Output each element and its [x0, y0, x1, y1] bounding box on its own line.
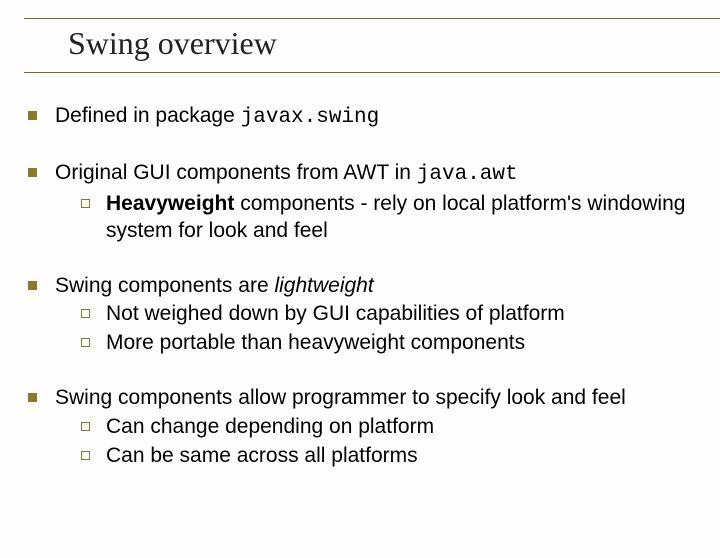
open-square-bullet-icon	[81, 422, 90, 431]
slide-title: Swing overview	[68, 25, 720, 62]
square-bullet-icon	[28, 111, 37, 120]
slide-content: Defined in package javax.swing Original G…	[0, 73, 720, 470]
italic-text: lightweight	[274, 274, 373, 297]
sub-bullet-item: Heavyweight components - rely on local p…	[81, 191, 704, 245]
sub-bullet-text: Can change depending on platform	[106, 414, 704, 441]
title-bar: Swing overview	[24, 18, 720, 73]
bullet-text: Original GUI components from AWT in java…	[55, 160, 704, 189]
text: Defined in package	[55, 104, 241, 127]
square-bullet-icon	[28, 168, 37, 177]
bullet-item: Swing components are lightweightNot weig…	[28, 273, 704, 358]
bullet-body: Original GUI components from AWT in java…	[55, 160, 704, 245]
text: Swing components are	[55, 274, 274, 297]
open-square-bullet-icon	[81, 338, 90, 347]
open-square-bullet-icon	[81, 309, 90, 318]
code-text: java.awt	[417, 163, 518, 186]
code-text: javax.swing	[241, 106, 380, 129]
sub-bullet-text: More portable than heavyweight component…	[106, 330, 704, 357]
bullet-body: Swing components allow programmer to spe…	[55, 385, 704, 470]
open-square-bullet-icon	[81, 199, 90, 208]
text: Can change depending on platform	[106, 415, 434, 438]
bullet-body: Defined in package javax.swing	[55, 103, 704, 132]
text: Not weighed down by GUI capabilities of …	[106, 302, 565, 325]
sub-bullet-text: Can be same across all platforms	[106, 443, 704, 470]
sub-bullet-text: Heavyweight components - rely on local p…	[106, 191, 704, 245]
sub-bullet-text: Not weighed down by GUI capabilities of …	[106, 301, 704, 328]
square-bullet-icon	[28, 393, 37, 402]
text: Can be same across all platforms	[106, 444, 418, 467]
bullet-text: Defined in package javax.swing	[55, 103, 704, 132]
bullet-text: Swing components are lightweight	[55, 273, 704, 300]
square-bullet-icon	[28, 281, 37, 290]
text: More portable than heavyweight component…	[106, 331, 525, 354]
text: Original GUI components from AWT in	[55, 161, 417, 184]
sub-bullet-item: More portable than heavyweight component…	[81, 330, 704, 357]
bullet-body: Swing components are lightweightNot weig…	[55, 273, 704, 358]
bullet-item: Original GUI components from AWT in java…	[28, 160, 704, 245]
bullet-text: Swing components allow programmer to spe…	[55, 385, 704, 412]
bold-text: Heavyweight	[106, 192, 234, 215]
bullet-item: Swing components allow programmer to spe…	[28, 385, 704, 470]
text: Swing components allow programmer to spe…	[55, 386, 626, 409]
bullet-item: Defined in package javax.swing	[28, 103, 704, 132]
sub-bullet-item: Can change depending on platform	[81, 414, 704, 441]
sub-bullet-item: Not weighed down by GUI capabilities of …	[81, 301, 704, 328]
open-square-bullet-icon	[81, 451, 90, 460]
sub-bullet-item: Can be same across all platforms	[81, 443, 704, 470]
